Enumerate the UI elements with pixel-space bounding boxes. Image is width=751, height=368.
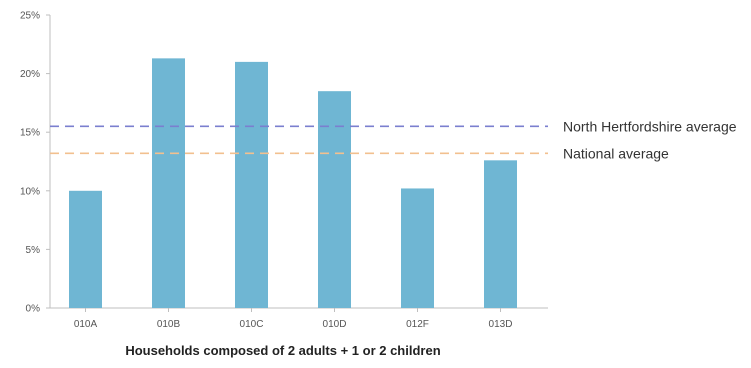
y-tick-label: 15% bbox=[20, 128, 40, 139]
y-tick-label: 20% bbox=[20, 69, 40, 80]
y-tick-label: 25% bbox=[20, 11, 40, 22]
x-tick-label: 010A bbox=[74, 319, 98, 330]
bar-010D bbox=[318, 91, 351, 309]
bar-012F bbox=[401, 188, 434, 308]
x-tick-label: 013D bbox=[489, 319, 513, 330]
bar-010B bbox=[152, 58, 185, 308]
bar-010A bbox=[69, 190, 102, 308]
y-tick-label: 10% bbox=[20, 186, 40, 197]
reference-lines: North Hertfordshire average National aver… bbox=[50, 118, 737, 161]
y-tick-label: 5% bbox=[26, 245, 41, 256]
x-tick-label: 010D bbox=[323, 319, 347, 330]
reference-line-label: National average bbox=[563, 145, 669, 161]
x-tick-label: 010C bbox=[240, 319, 264, 330]
x-tick-label: 012F bbox=[406, 319, 429, 330]
bar-010C bbox=[235, 61, 268, 308]
x-axis-label: Households composed of 2 adults + 1 or 2… bbox=[125, 343, 440, 358]
x-tick-label: 010B bbox=[157, 319, 181, 330]
reference-line-label: North Hertfordshire average bbox=[563, 118, 737, 134]
bar-013D bbox=[484, 160, 517, 308]
bars bbox=[69, 58, 517, 309]
y-axis-ticks: 0% 5% 10% 15% 20% 25% bbox=[20, 11, 50, 315]
x-axis-ticks: 010A 010B 010C 010D 012F 013D bbox=[74, 308, 513, 330]
y-tick-label: 0% bbox=[26, 304, 41, 315]
